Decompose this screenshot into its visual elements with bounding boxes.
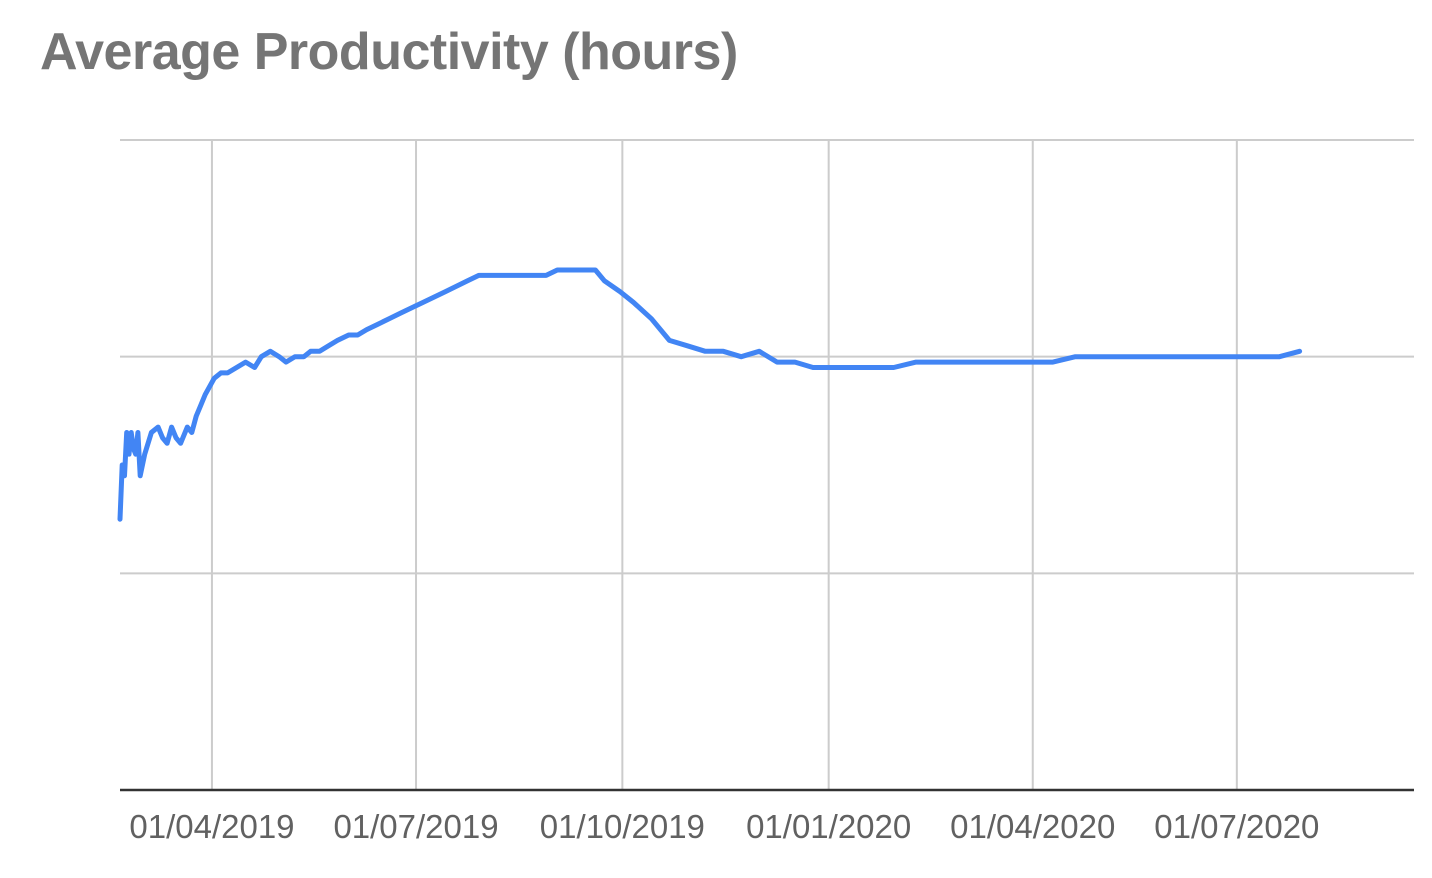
- x-tick-label: 01/07/2019: [333, 808, 498, 845]
- gridlines: [120, 139, 1414, 792]
- x-tick-label: 01/04/2019: [129, 808, 294, 845]
- x-tick-label: 01/07/2020: [1154, 808, 1319, 845]
- series-layer: [117, 267, 1303, 522]
- x-tick-label: 01/01/2020: [746, 808, 911, 845]
- x-axis-tick-labels: 01/04/2019 01/07/2019 01/10/2019 01/01/2020…: [129, 808, 1319, 845]
- x-tick-label: 01/04/2020: [950, 808, 1115, 845]
- x-tick-label: 01/10/2019: [540, 808, 705, 845]
- series-line: [117, 267, 1303, 522]
- chart-title: Average Productivity (hours): [40, 23, 738, 81]
